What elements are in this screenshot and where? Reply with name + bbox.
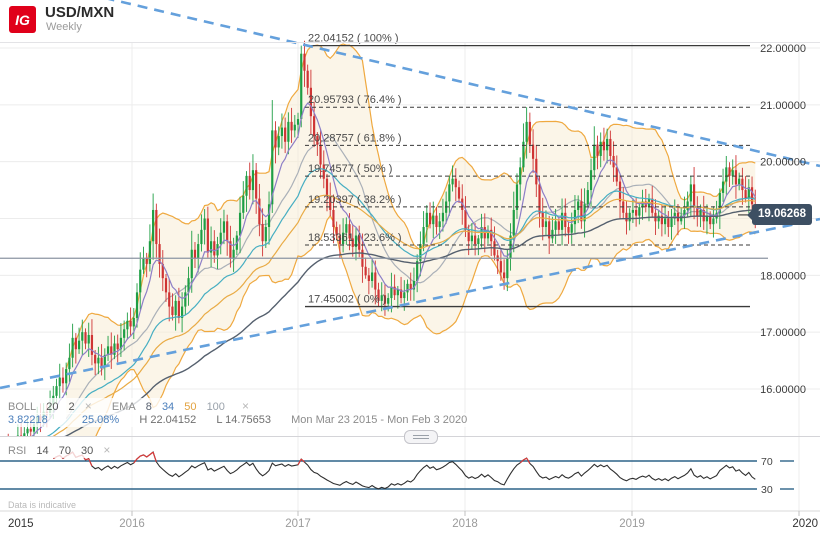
svg-text:16.00000: 16.00000 — [760, 384, 806, 396]
fibonacci-retracement[interactable]: 22.04152 ( 100% ) 20.95793 ( 76.4% ) 20.28… — [305, 33, 750, 308]
ema-period-50[interactable]: 50 — [184, 401, 197, 413]
svg-text:21.00000: 21.00000 — [760, 100, 806, 112]
ema-close-icon[interactable]: × — [241, 399, 249, 413]
boll-percent-value: 25.08% — [81, 414, 120, 426]
svg-text:20.00000: 20.00000 — [760, 157, 806, 169]
descending-trendline[interactable] — [88, 0, 820, 168]
svg-text:20.95793 ( 76.4% ): 20.95793 ( 76.4% ) — [308, 94, 402, 106]
rsi-line — [53, 451, 756, 490]
ema-50-line — [50, 194, 756, 437]
ig-logo: IG — [9, 6, 36, 33]
svg-text:19.74577 ( 50% ): 19.74577 ( 50% ) — [308, 163, 392, 175]
bollinger-upper — [65, 43, 756, 369]
rsi-close-icon[interactable]: × — [103, 443, 111, 457]
rsi-label: RSI — [8, 445, 27, 457]
boll-close-icon[interactable]: × — [84, 399, 92, 413]
chart-header: IG USD/MXN Weekly — [0, 0, 820, 43]
ema-period-8[interactable]: 8 — [145, 401, 152, 413]
range-high-value: H 22.04152 — [139, 414, 197, 426]
svg-text:2016: 2016 — [119, 518, 145, 530]
svg-text:18.53361 ( 23.6% ): 18.53361 ( 23.6% ) — [308, 232, 402, 244]
ema-period-34[interactable]: 34 — [161, 401, 175, 413]
svg-text:20.28757 ( 61.8% ): 20.28757 ( 61.8% ) — [308, 132, 402, 144]
svg-text:70: 70 — [761, 456, 773, 468]
boll-dev[interactable]: 2 — [68, 401, 75, 413]
ascending-trendline[interactable] — [0, 217, 820, 390]
svg-text:2018: 2018 — [452, 518, 478, 530]
time-axis: 2015 2016 2017 2018 2019 2020 — [0, 510, 820, 530]
svg-text:19.20397 ( 38.2% ): 19.20397 ( 38.2% ) — [308, 194, 402, 206]
svg-text:18.00000: 18.00000 — [760, 270, 806, 282]
indicator-values-row: 3.82218 25.08% H 22.04152 L 14.75653 Mon… — [4, 413, 472, 427]
date-range-label: Mon Mar 23 2015 - Mon Feb 3 2020 — [291, 414, 468, 426]
price-axis: 22.00000 21.00000 20.00000 18.00000 17.00000… — [760, 43, 806, 396]
panel-resize-handle[interactable] — [404, 430, 438, 444]
svg-text:17.45002 ( 0% ): 17.45002 ( 0% ) — [308, 294, 386, 306]
ema-label: EMA — [111, 401, 136, 413]
ema-8-line — [30, 102, 756, 437]
boll-label: BOLL — [8, 401, 37, 413]
instrument-name: USD/MXN — [45, 4, 115, 21]
rsi-lower-param[interactable]: 30 — [81, 445, 94, 457]
indicator-legend-row: BOLL 20 2 × EMA 8 34 50 100 × — [4, 398, 253, 414]
svg-text:30: 30 — [761, 484, 773, 496]
timeframe-label: Weekly — [46, 21, 82, 33]
ema-period-100[interactable]: 100 — [206, 401, 225, 413]
main-chart-layer — [0, 40, 768, 437]
last-price-badge: 19.06268 — [747, 204, 812, 226]
svg-text:2019: 2019 — [619, 518, 645, 530]
bollinger-lower — [94, 214, 756, 437]
boll-period[interactable]: 20 — [46, 401, 59, 413]
rsi-legend-row: RSI 14 70 30 × — [4, 442, 115, 458]
rsi-upper-param[interactable]: 70 — [58, 445, 71, 457]
svg-text:22.00000: 22.00000 — [760, 43, 806, 55]
boll-bandwidth-value: 3.82218 — [8, 414, 48, 426]
data-indicative-note: Data is indicative — [8, 500, 77, 510]
svg-text:17.00000: 17.00000 — [760, 327, 806, 339]
svg-text:2017: 2017 — [285, 518, 311, 530]
svg-text:22.04152 ( 100% ): 22.04152 ( 100% ) — [308, 33, 399, 45]
svg-text:2015: 2015 — [8, 518, 34, 530]
rsi-panel: 70 30 — [0, 451, 794, 496]
bollinger-fill — [66, 44, 756, 437]
rsi-period[interactable]: 14 — [36, 445, 49, 457]
range-low-value: L 14.75653 — [216, 414, 271, 426]
svg-text:2020: 2020 — [792, 518, 818, 530]
